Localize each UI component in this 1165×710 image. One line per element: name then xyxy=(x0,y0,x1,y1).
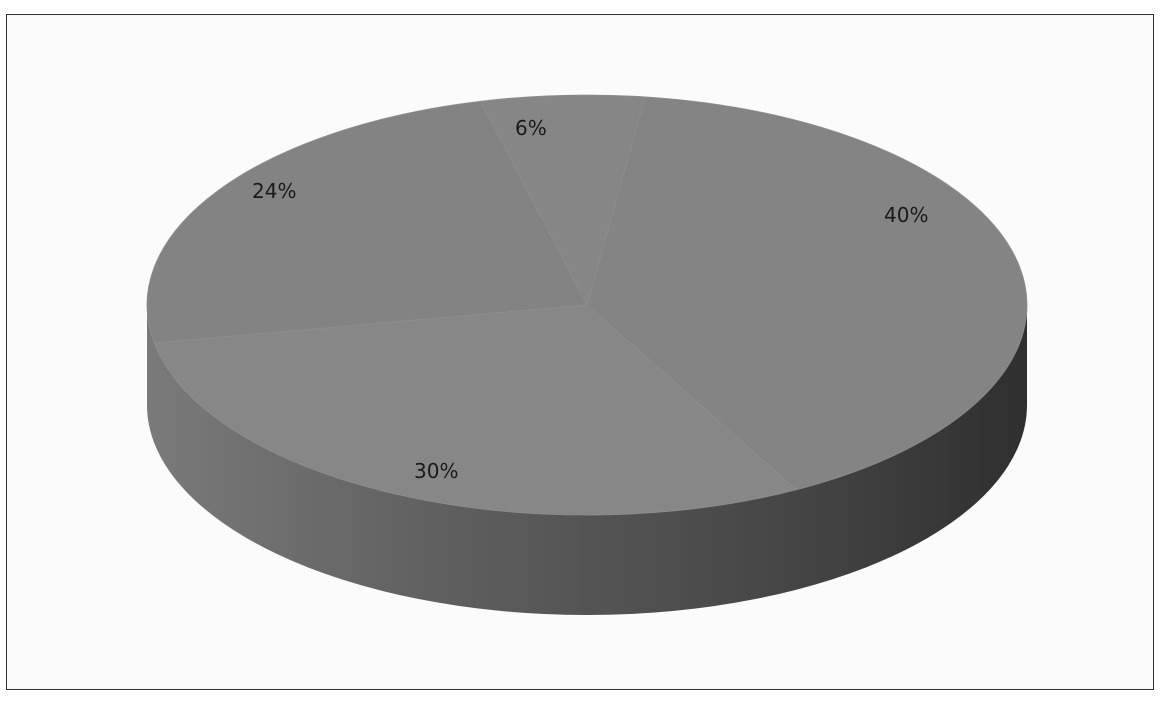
pie-slice-30 xyxy=(153,304,798,516)
pie-side-wall xyxy=(147,305,1027,615)
slice-label-40: 40% xyxy=(884,203,928,227)
pie-slice-40 xyxy=(586,96,1028,491)
slice-label-24: 24% xyxy=(252,179,296,203)
slices-group xyxy=(146,94,1028,516)
pie-slice-6 xyxy=(479,94,646,307)
slice-label-6: 6% xyxy=(515,116,547,140)
pie-slice-24 xyxy=(146,100,588,344)
slice-label-30: 30% xyxy=(414,459,458,483)
labels-group: 6% 40% 30% 24% xyxy=(252,116,928,483)
